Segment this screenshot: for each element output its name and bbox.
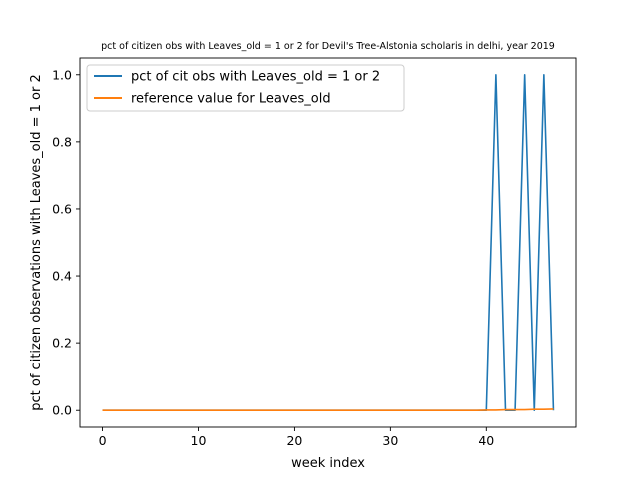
y-tick-label: 0.8 [52,134,72,149]
legend: pct of cit obs with Leaves_old = 1 or 2 … [86,64,405,112]
legend-label-series-1: pct of cit obs with Leaves_old = 1 or 2 [131,70,380,85]
x-tick-label: 20 [286,433,302,448]
y-tick-label: 0.6 [52,201,72,216]
y-axis: 0.0 0.2 0.4 0.6 0.8 1.0 [52,67,80,418]
x-tick-label: 10 [191,433,207,448]
x-axis-label: week index [291,456,365,471]
legend-box [86,64,405,112]
plot-area [79,57,577,428]
series-layer [102,73,555,412]
x-tick-label: 40 [478,433,494,448]
legend-label-series-2: reference value for Leaves_old [131,92,331,107]
y-tick-label: 0.0 [52,403,72,418]
plot-border [79,57,577,428]
y-tick-label: 0.2 [52,336,72,351]
series-line-2 [102,408,554,412]
x-tick-label: 0 [99,433,107,448]
x-tick-label: 30 [382,433,398,448]
y-tick-label: 1.0 [52,67,72,82]
y-tick-label: 0.4 [52,269,72,284]
chart-title: pct of citizen obs with Leaves_old = 1 o… [101,41,555,52]
x-axis: 0 10 20 30 40 [99,427,494,448]
y-axis-label: pct of citizen observations with Leaves_… [29,74,44,410]
plot-background [80,58,576,427]
